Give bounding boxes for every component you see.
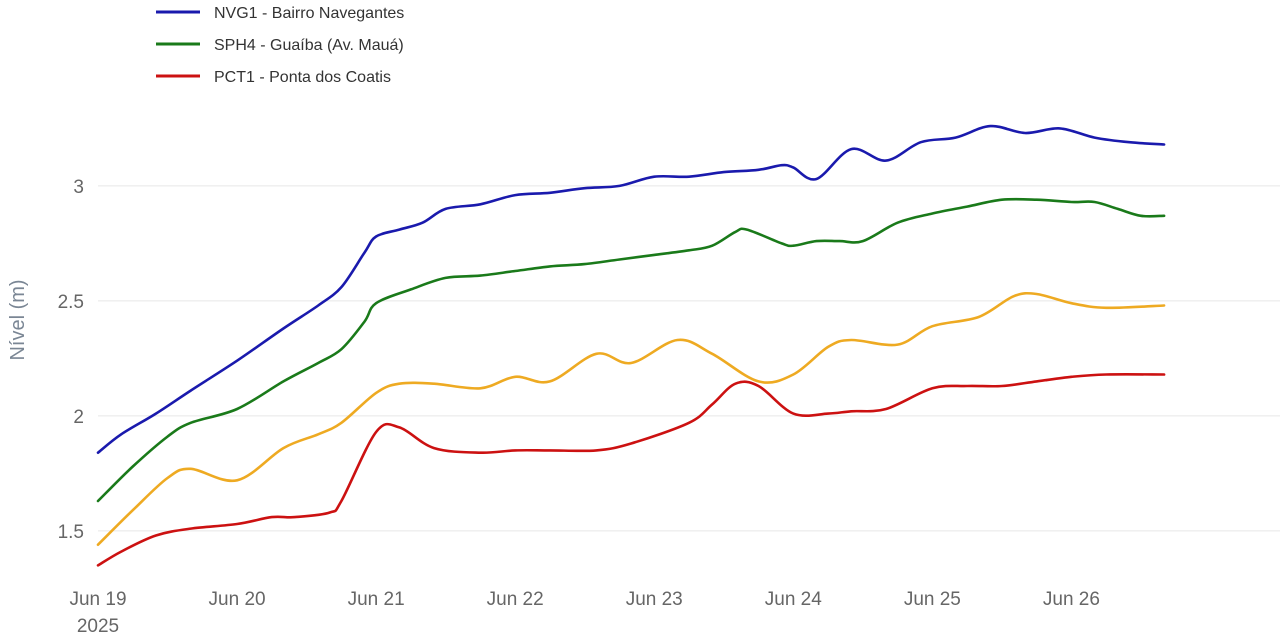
legend-item[interactable]: NVG1 - Bairro Navegantes — [156, 5, 404, 22]
grid-lines — [98, 185, 1280, 532]
legend: NVG1 - Bairro Navegantes SPH4 - Guaíba (A… — [156, 5, 404, 86]
x-tick-label: Jun 21 — [348, 589, 405, 610]
y-tick-label: 2 — [73, 407, 84, 428]
legend-label: PCT1 - Ponta dos Coatis — [214, 69, 391, 86]
x-tick-label: Jun 22 — [487, 589, 544, 610]
y-tick-label: 1.5 — [58, 522, 84, 543]
legend-item[interactable]: SPH4 - Guaíba (Av. Mauá) — [156, 37, 404, 54]
legend-label: SPH4 - Guaíba (Av. Mauá) — [214, 37, 404, 54]
x-tick-label: Jun 20 — [209, 589, 266, 610]
y-tick-label: 3 — [73, 177, 84, 198]
x-tick-year-label: 2025 — [77, 616, 119, 637]
x-tick-label: Jun 23 — [626, 589, 683, 610]
legend-item[interactable]: PCT1 - Ponta dos Coatis — [156, 69, 391, 86]
legend-label: NVG1 - Bairro Navegantes — [214, 5, 404, 22]
x-tick-label: Jun 25 — [904, 589, 961, 610]
y-axis-label: Nível (m) — [7, 279, 29, 360]
x-tick-label: Jun 24 — [765, 589, 822, 610]
series-line-4 — [96, 373, 1166, 567]
x-tick-label: Jun 26 — [1043, 589, 1100, 610]
series-line-1 — [96, 124, 1166, 454]
y-axis-ticks: 1.5 2 2.5 3 — [58, 177, 84, 543]
x-tick-label: Jun 19 — [69, 589, 126, 610]
y-tick-label: 2.5 — [58, 292, 84, 313]
x-axis-ticks: Jun 19 2025 Jun 20 Jun 21 Jun 22 Jun 23 Jun 24… — [69, 589, 1099, 637]
series-lines — [96, 124, 1166, 567]
series-line-3 — [96, 291, 1166, 546]
series-line-2 — [96, 197, 1166, 503]
